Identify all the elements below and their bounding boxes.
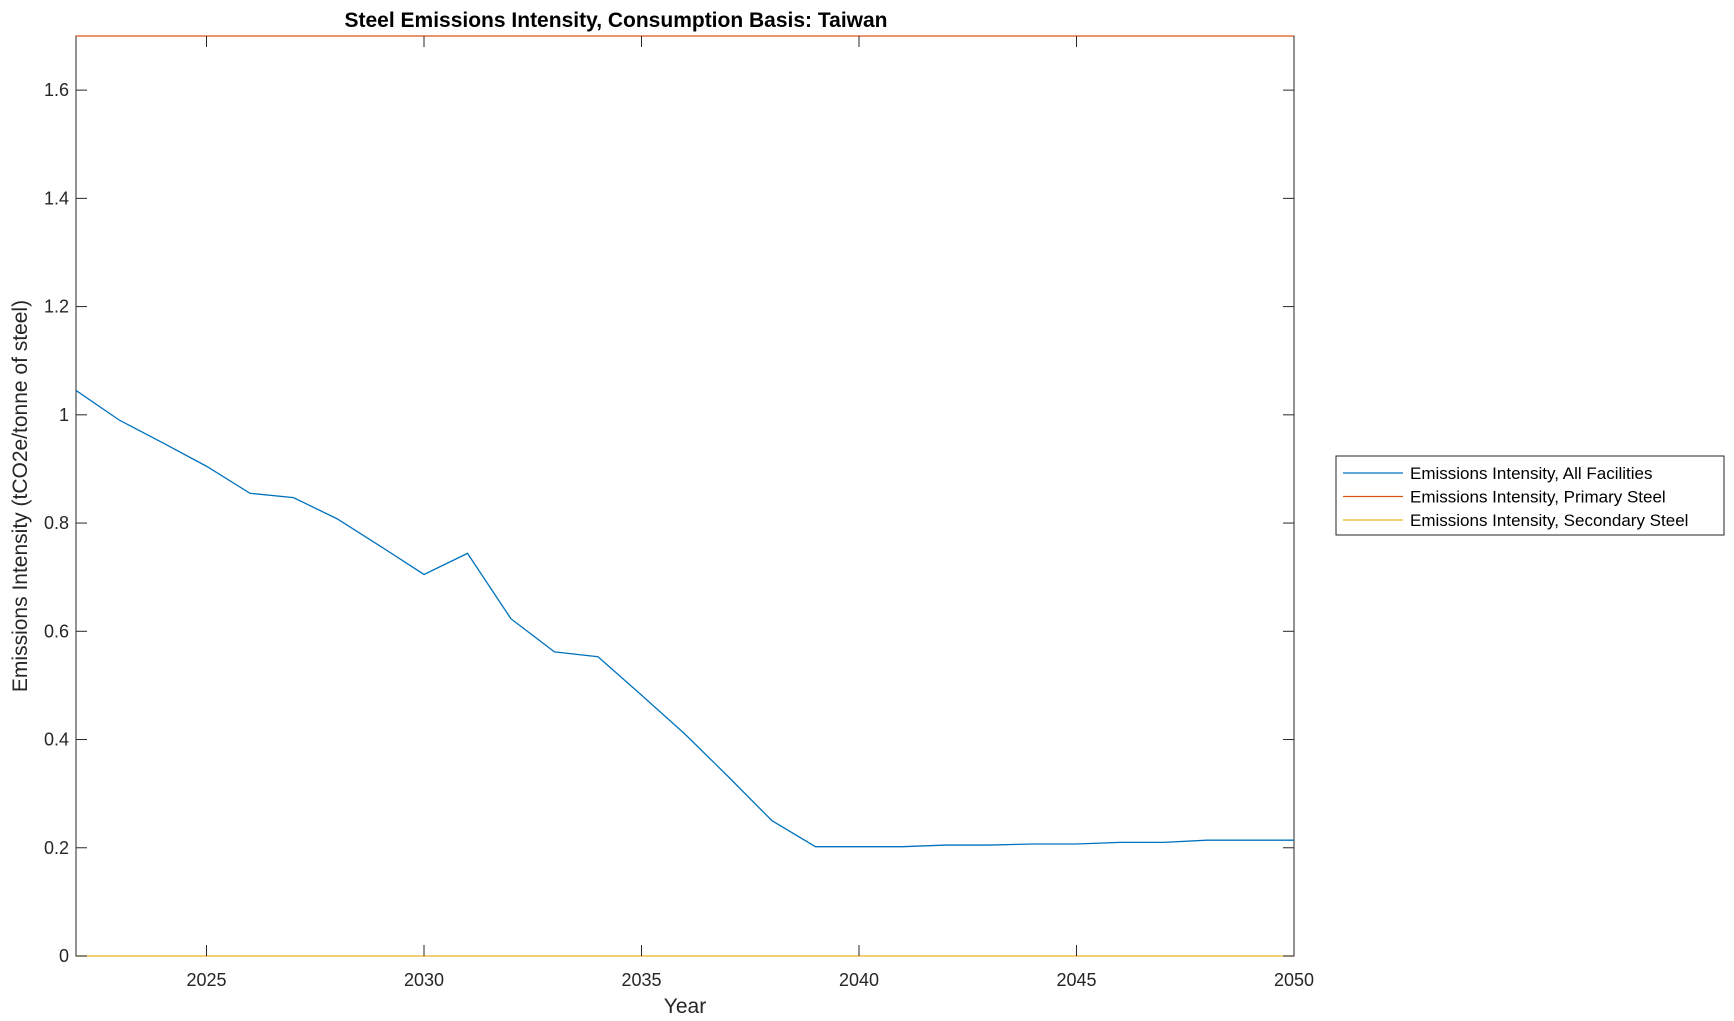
chart-title: Steel Emissions Intensity, Consumption B… bbox=[345, 9, 888, 32]
x-tick-label: 2040 bbox=[839, 970, 879, 990]
legend: Emissions Intensity, All Facilities Emiss… bbox=[1335, 455, 1725, 536]
series-layer bbox=[75, 35, 1294, 957]
y-tick-label: 0.8 bbox=[44, 513, 69, 533]
x-tick-label: 2035 bbox=[621, 970, 661, 990]
x-tick-label: 2045 bbox=[1056, 970, 1096, 990]
y-tick-label: 0.2 bbox=[44, 838, 69, 858]
y-tick-label: 0 bbox=[59, 946, 69, 966]
x-tick-label: 2025 bbox=[186, 970, 226, 990]
x-tick-label: 2030 bbox=[404, 970, 444, 990]
y-tick-label: 1 bbox=[59, 405, 69, 425]
y-tick-label: 0.6 bbox=[44, 621, 69, 641]
legend-items: Emissions Intensity, All Facilities Emiss… bbox=[1343, 464, 1688, 530]
y-axis-ticks: 0 0.2 0.4 0.6 0.8 1 1.2 1.4 1.6 bbox=[44, 80, 1294, 966]
legend-label-1: Emissions Intensity, All Facilities bbox=[1410, 464, 1652, 483]
y-tick-label: 1.2 bbox=[44, 297, 69, 317]
legend-box bbox=[1335, 455, 1725, 536]
x-axis-label: Year bbox=[664, 995, 706, 1018]
y-tick-label: 1.6 bbox=[44, 80, 69, 100]
series-line-1 bbox=[75, 389, 1294, 848]
legend-label-3: Emissions Intensity, Secondary Steel bbox=[1410, 511, 1688, 530]
legend-label-2: Emissions Intensity, Primary Steel bbox=[1410, 488, 1666, 507]
y-axis-label: Emissions Intensity (tCO2e/tonne of stee… bbox=[9, 300, 32, 692]
axes-box bbox=[75, 35, 1295, 957]
y-tick-label: 1.4 bbox=[44, 188, 69, 208]
x-tick-label: 2050 bbox=[1274, 970, 1314, 990]
x-axis-ticks: 2025 2030 2035 2040 2045 2050 bbox=[186, 36, 1314, 990]
plot-area: 2025 2030 2035 2040 2045 2050 0 0.2 0.4 0.6 0.8 1 1… bbox=[44, 35, 1314, 990]
y-tick-label: 0.4 bbox=[44, 730, 69, 750]
